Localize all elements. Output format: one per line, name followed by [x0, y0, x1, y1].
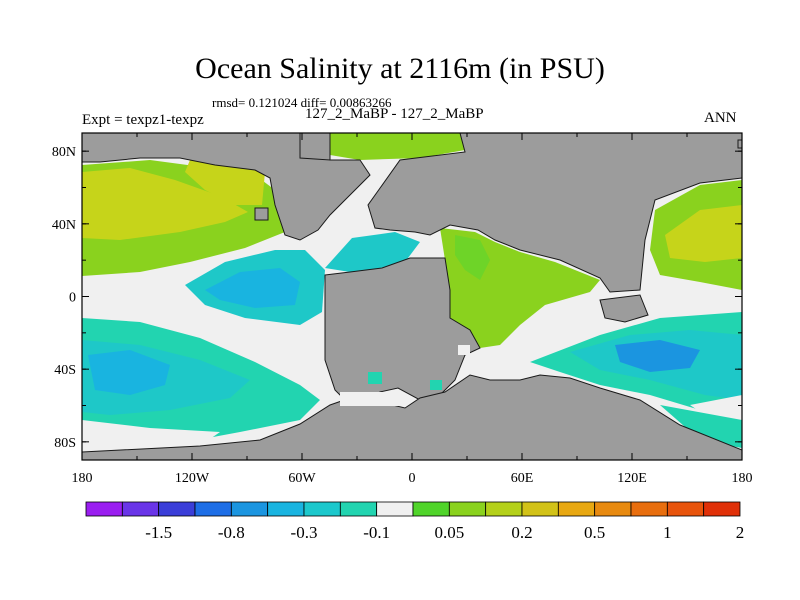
colorbar-swatch	[158, 501, 196, 517]
colorbar-label: 0.5	[584, 523, 605, 542]
colorbar-label: -1.5	[145, 523, 172, 542]
north-pacific-yellow	[82, 168, 248, 240]
patch-white-3	[340, 392, 400, 406]
patch-teal-2	[430, 380, 442, 390]
south-indian-white	[690, 395, 742, 425]
lon-tick-label: 60E	[511, 471, 534, 486]
colorbar-swatch	[85, 501, 123, 517]
colorbar: -1.5 -0.8 -0.3 -0.1 0.05 0.2 0.5 1 2	[85, 501, 745, 542]
colorbar-swatch	[521, 501, 559, 517]
land-antarctica	[82, 374, 742, 460]
land-masses	[82, 133, 742, 460]
lon-tick-label: 180	[72, 471, 93, 486]
longitude-axis: 180 120W 60W 0 60E 120E 180	[72, 133, 753, 486]
experiment-label: Expt = texpz1-texpz	[82, 112, 204, 128]
land-north-america	[82, 133, 371, 241]
land-eurasia	[367, 133, 742, 293]
colorbar-label: 1	[663, 523, 672, 542]
lat-tick-label: 40N	[52, 218, 76, 233]
colorbar-swatch	[557, 501, 596, 517]
map-title: Ocean Salinity at 2116m (in PSU)	[195, 52, 605, 85]
land-island-2	[737, 139, 742, 149]
season-label: ANN	[704, 110, 737, 126]
lon-tick-label: 180	[732, 471, 753, 486]
colorbar-label: -0.8	[218, 523, 245, 542]
colorbar-swatch	[121, 501, 160, 517]
south-indian-blue	[615, 340, 700, 372]
period-label: 127_2_MaBP - 127_2_MaBP	[305, 106, 484, 122]
land-australia	[599, 294, 649, 323]
colorbar-label: 0.2	[511, 523, 532, 542]
south-pacific-white-strip	[82, 420, 220, 448]
colorbar-swatch	[448, 501, 487, 517]
colorbar-swatch	[594, 501, 632, 517]
colorbar-swatch	[230, 501, 269, 517]
arctic-green	[330, 133, 465, 160]
lat-tick-label: 40S	[54, 363, 76, 378]
colorbar-swatch	[303, 501, 341, 517]
map-field	[82, 133, 742, 460]
latitude-axis: 80N 40N 0 40S 80S	[52, 145, 742, 451]
patch-white-2	[458, 345, 470, 355]
lon-tick-label: 120E	[617, 471, 647, 486]
stats-text: rmsd= 0.121024 diff= 0.00863266	[212, 95, 392, 110]
nw-pacific-yellow	[665, 205, 742, 262]
colorbar-swatch	[194, 501, 232, 517]
land-island-1	[254, 207, 269, 221]
south-indian-teal-2	[660, 405, 742, 448]
colorbar-swatch	[630, 501, 668, 517]
lon-tick-label: 60W	[288, 471, 316, 486]
colorbar-label: 0.05	[434, 523, 464, 542]
north-atlantic-teal	[325, 232, 420, 272]
south-pacific-blue	[88, 350, 170, 395]
lat-tick-label: 80S	[54, 436, 76, 451]
colorbar-label: -0.3	[291, 523, 318, 542]
colorbar-swatch	[666, 501, 705, 517]
colorbar-swatch	[412, 501, 450, 517]
land-greenland	[299, 133, 331, 161]
patch-white-1	[430, 244, 440, 252]
colorbar-swatch	[703, 501, 741, 517]
colorbar-swatch	[339, 501, 378, 517]
lon-tick-label: 120W	[175, 471, 210, 486]
colorbar-label: 2	[736, 523, 745, 542]
colorbar-swatch	[376, 501, 414, 517]
land-africa-south-america	[324, 257, 481, 401]
patch-teal-1	[368, 372, 382, 384]
colorbar-swatch	[267, 501, 305, 517]
colorbar-swatch	[485, 501, 523, 517]
north-pacific-yellow-2	[185, 160, 265, 205]
colorbar-label: -0.1	[363, 523, 390, 542]
indian-light-green	[455, 235, 490, 280]
lat-tick-label: 0	[69, 291, 76, 306]
east-pacific-blue	[205, 268, 300, 308]
lat-tick-label: 80N	[52, 145, 76, 160]
lon-tick-label: 0	[409, 471, 416, 486]
